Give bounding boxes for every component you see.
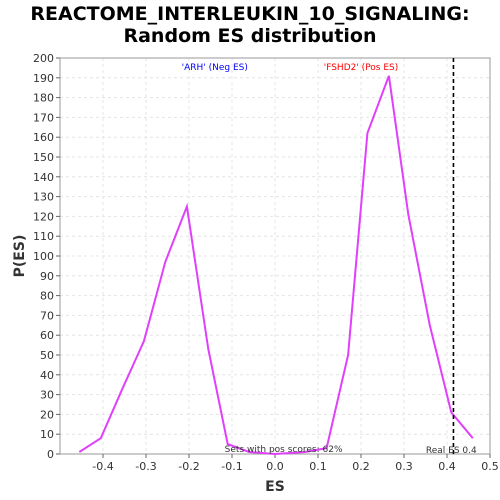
chart-title-line-1: REACTOME_INTERLEUKIN_10_SIGNALING: xyxy=(30,3,470,25)
y-tick-label: 140 xyxy=(33,171,54,184)
y-tick-label: 100 xyxy=(33,250,54,263)
x-tick-label: 0.0 xyxy=(266,460,284,473)
y-tick-label: 10 xyxy=(40,428,54,441)
y-tick-label: 40 xyxy=(40,369,54,382)
y-tick-label: 170 xyxy=(33,111,54,124)
x-axis-title: ES xyxy=(265,479,285,495)
tick-layer: 0 10 20 30 40 50 60 70 80 90 100 110 120 130 140 150 160… xyxy=(33,52,499,473)
x-tick-label: 0.2 xyxy=(352,460,370,473)
y-tick-label: 80 xyxy=(40,290,54,303)
y-tick-label: 200 xyxy=(33,52,54,65)
y-tick-label: 150 xyxy=(33,151,54,164)
x-tick-label: -0.3 xyxy=(135,460,156,473)
x-tick-label: 0.1 xyxy=(309,460,327,473)
y-tick-label: 110 xyxy=(33,230,54,243)
pos-es-label: 'FSHD2' (Pos ES) xyxy=(324,63,399,73)
neg-es-label: 'ARH' (Neg ES) xyxy=(182,63,248,73)
y-tick-label: 60 xyxy=(40,329,54,342)
grid-layer xyxy=(60,57,491,455)
chart-title-line-2: Random ES distribution xyxy=(123,25,377,47)
chart-title: REACTOME_INTERLEUKIN_10_SIGNALING: Rando… xyxy=(0,3,500,47)
x-tick-label: -0.2 xyxy=(178,460,199,473)
y-tick-label: 190 xyxy=(33,72,54,85)
y-tick-label: 160 xyxy=(33,131,54,144)
x-tick-label: 0.4 xyxy=(438,460,456,473)
x-tick-label: 0.5 xyxy=(481,460,499,473)
y-tick-label: 30 xyxy=(40,389,54,402)
real-es-label: Real ES 0.4 xyxy=(426,446,477,456)
y-tick-label: 20 xyxy=(40,408,54,421)
pos-scores-footer: Sets with pos scores: 62% xyxy=(225,445,343,455)
y-tick-label: 180 xyxy=(33,92,54,105)
x-tick-label: -0.4 xyxy=(92,460,113,473)
x-tick-label: 0.3 xyxy=(395,460,413,473)
y-tick-label: 120 xyxy=(33,210,54,223)
y-tick-label: 70 xyxy=(40,309,54,322)
y-axis-title: P(ES) xyxy=(12,235,28,278)
x-tick-label: -0.1 xyxy=(221,460,242,473)
series-line xyxy=(78,75,474,456)
y-tick-label: 0 xyxy=(47,448,54,461)
y-tick-label: 130 xyxy=(33,191,54,204)
y-tick-label: 90 xyxy=(40,270,54,283)
y-tick-label: 50 xyxy=(40,349,54,362)
